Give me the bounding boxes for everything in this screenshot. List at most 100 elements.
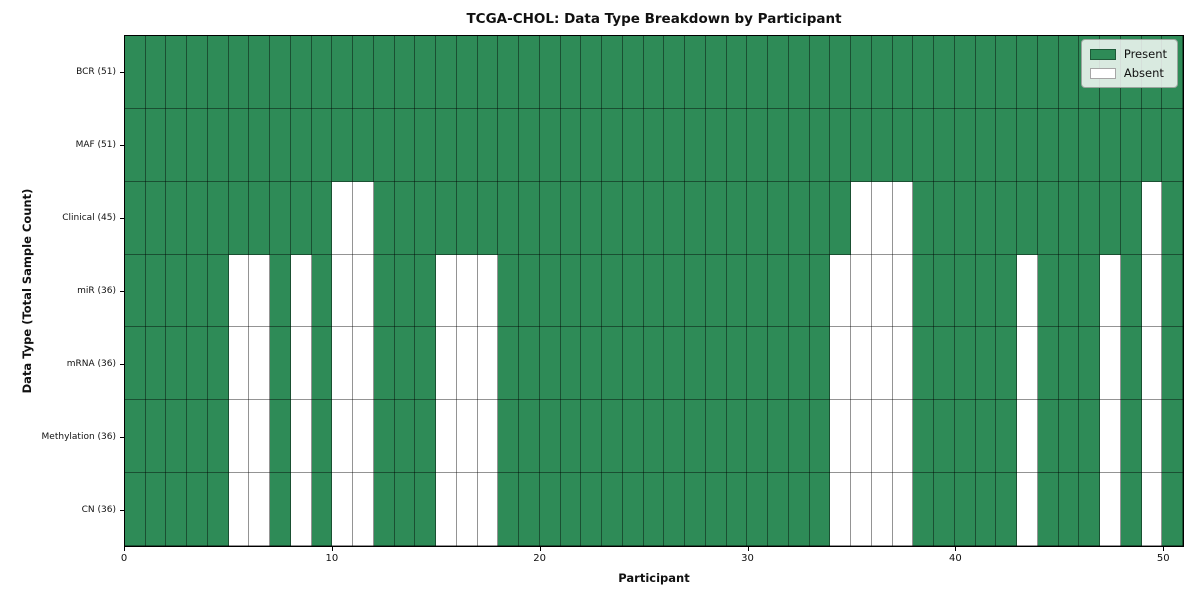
cell-cn-p27	[685, 473, 706, 546]
cell-maf-p37	[892, 108, 914, 182]
cell-mir-p48	[1120, 254, 1142, 328]
cell-methylation-p13	[394, 400, 416, 474]
y-tick-label-bcr: BCR (51)	[76, 66, 116, 77]
cell-methylation-p26	[664, 400, 686, 474]
cell-methylation-p18	[498, 400, 520, 474]
cell-maf-p12	[373, 108, 395, 182]
y-tick-label-mir: miR (36)	[77, 286, 116, 296]
cell-bcr-p4	[207, 36, 229, 109]
cell-methylation-p31	[768, 400, 789, 474]
cell-bcr-p25	[643, 36, 665, 109]
cell-maf-p0	[125, 108, 146, 182]
cell-cn-p45	[1058, 473, 1080, 546]
cell-methylation-p19	[519, 400, 540, 474]
cell-clinical-p10	[332, 181, 354, 255]
cell-maf-p26	[664, 108, 686, 182]
cell-methylation-p15	[436, 400, 457, 474]
cell-methylation-p43	[1017, 400, 1038, 474]
y-tick-mark	[120, 217, 124, 219]
cell-cn-p5	[228, 473, 250, 546]
cell-mir-p12	[373, 254, 395, 328]
cell-cn-p23	[602, 473, 623, 546]
cell-cn-p46	[1079, 473, 1101, 546]
cell-methylation-p17	[477, 400, 499, 474]
cell-clinical-p16	[456, 181, 478, 255]
cell-mir-p32	[788, 254, 810, 328]
cell-mir-p11	[353, 254, 374, 328]
plot-area: Present Absent	[124, 35, 1184, 547]
cell-mrna-p14	[415, 327, 437, 401]
cell-cn-p30	[747, 473, 769, 546]
cell-mrna-p28	[705, 327, 727, 401]
legend-swatch-present	[1089, 48, 1116, 60]
cell-mir-p5	[228, 254, 250, 328]
cell-cn-p16	[456, 473, 478, 546]
cell-mir-p49	[1141, 254, 1163, 328]
cell-maf-p44	[1037, 108, 1059, 182]
cell-cn-p28	[705, 473, 727, 546]
cell-clinical-p17	[477, 181, 499, 255]
y-tick-mark	[120, 144, 124, 146]
cell-clinical-p34	[830, 181, 852, 255]
cell-cn-p2	[166, 473, 188, 546]
cell-methylation-p21	[560, 400, 582, 474]
cell-clinical-p24	[622, 181, 644, 255]
cell-mir-p25	[643, 254, 665, 328]
cell-cn-p26	[664, 473, 686, 546]
cell-mrna-p36	[871, 327, 893, 401]
cell-clinical-p14	[415, 181, 437, 255]
heatmap-grid	[125, 36, 1183, 546]
cell-maf-p47	[1100, 108, 1121, 182]
cell-mrna-p30	[747, 327, 769, 401]
cell-maf-p9	[311, 108, 333, 182]
cell-cn-p48	[1120, 473, 1142, 546]
cell-mir-p18	[498, 254, 520, 328]
cell-clinical-p12	[373, 181, 395, 255]
cell-clinical-p46	[1079, 181, 1101, 255]
cell-cn-p18	[498, 473, 520, 546]
cell-mir-p1	[145, 254, 167, 328]
cell-cn-p47	[1100, 473, 1121, 546]
cell-methylation-p45	[1058, 400, 1080, 474]
cell-mir-p3	[187, 254, 208, 328]
cell-clinical-p5	[228, 181, 250, 255]
cell-clinical-p43	[1017, 181, 1038, 255]
y-tick-mark	[120, 291, 124, 292]
cell-bcr-p9	[311, 36, 333, 109]
cell-mir-p23	[602, 254, 623, 328]
y-tick-mark	[120, 71, 124, 73]
y-tick-mark	[120, 510, 124, 512]
cell-mir-p45	[1058, 254, 1080, 328]
cell-mir-p31	[768, 254, 789, 328]
cell-bcr-p12	[373, 36, 395, 109]
cell-methylation-p35	[851, 400, 872, 474]
cell-mir-p43	[1017, 254, 1038, 328]
cell-mrna-p40	[954, 327, 976, 401]
cell-cn-p31	[768, 473, 789, 546]
cell-mir-p29	[726, 254, 748, 328]
cell-clinical-p49	[1141, 181, 1163, 255]
cell-mrna-p1	[145, 327, 167, 401]
cell-cn-p32	[788, 473, 810, 546]
y-tick-label-cn: CN (36)	[81, 505, 116, 516]
cell-mrna-p4	[207, 327, 229, 401]
cell-mir-p6	[249, 254, 271, 328]
cell-cn-p25	[643, 473, 665, 546]
cell-mrna-p20	[539, 327, 561, 401]
cell-cn-p4	[207, 473, 229, 546]
cell-bcr-p7	[270, 36, 291, 109]
cell-clinical-p11	[353, 181, 374, 255]
cell-mir-p50	[1162, 254, 1183, 328]
cell-mrna-p42	[996, 327, 1018, 401]
cell-bcr-p38	[913, 36, 935, 109]
cell-methylation-p14	[415, 400, 437, 474]
cell-cn-p42	[996, 473, 1018, 546]
cell-mrna-p45	[1058, 327, 1080, 401]
cell-maf-p21	[560, 108, 582, 182]
cell-maf-p13	[394, 108, 416, 182]
cell-clinical-p1	[145, 181, 167, 255]
cell-mrna-p34	[830, 327, 852, 401]
cell-maf-p22	[581, 108, 603, 182]
cell-maf-p48	[1120, 108, 1142, 182]
x-tick-label-0: 0	[120, 553, 128, 564]
